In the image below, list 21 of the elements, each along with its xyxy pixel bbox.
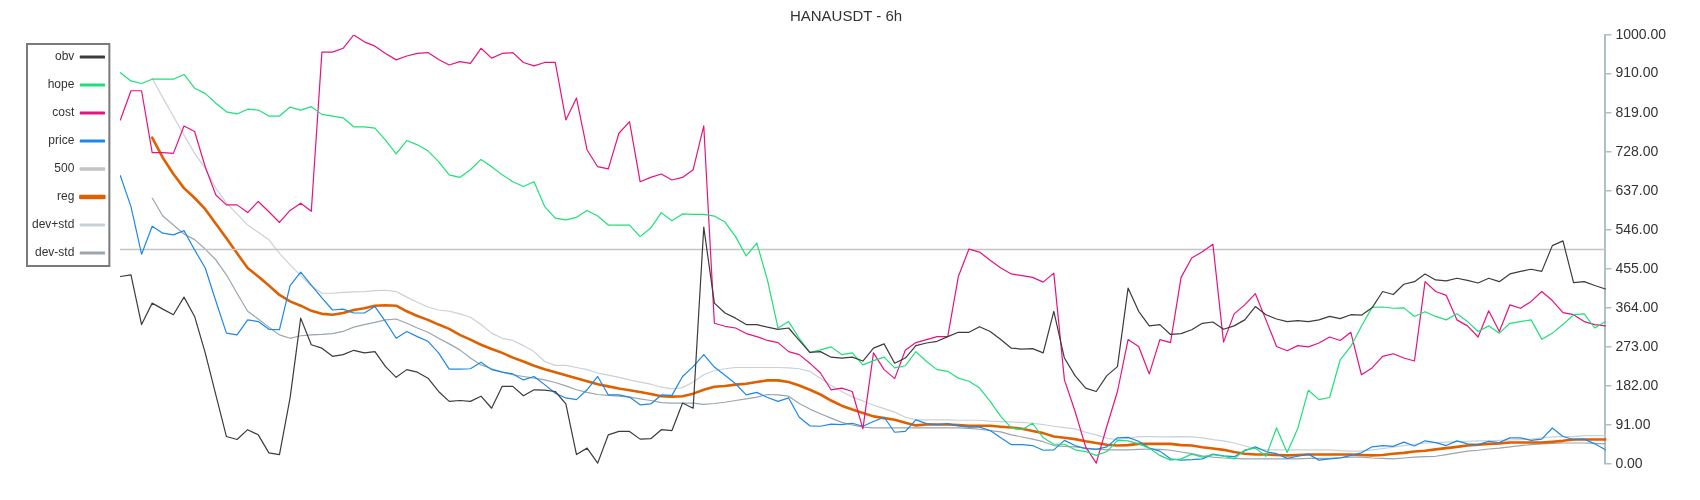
y-tick-label: 0.00 bbox=[1615, 454, 1643, 471]
y-tick-label: 273.00 bbox=[1615, 337, 1659, 354]
legend-label: obv bbox=[55, 49, 75, 64]
y-tick-label: 819.00 bbox=[1615, 103, 1659, 120]
chart-title: HANAUSDT - 6h bbox=[789, 7, 903, 25]
legend-label: price bbox=[48, 133, 75, 148]
y-tick-label: 637.00 bbox=[1615, 181, 1659, 198]
legend-label: 500 bbox=[54, 161, 75, 176]
legend-label: hope bbox=[47, 77, 75, 92]
y-tick-label: 91.00 bbox=[1615, 415, 1651, 432]
legend-label: cost bbox=[52, 105, 76, 120]
y-tick-label: 364.00 bbox=[1615, 298, 1659, 315]
y-tick-label: 910.00 bbox=[1615, 64, 1659, 81]
y-tick-label: 182.00 bbox=[1615, 376, 1659, 393]
y-tick-label: 1000.00 bbox=[1615, 25, 1667, 42]
y-tick-label: 728.00 bbox=[1615, 142, 1659, 159]
legend-label: reg bbox=[57, 189, 75, 204]
legend-label: dev+std bbox=[31, 217, 75, 232]
y-tick-label: 455.00 bbox=[1615, 259, 1659, 276]
legend-label: dev-std bbox=[35, 245, 75, 260]
y-tick-label: 546.00 bbox=[1615, 220, 1659, 237]
